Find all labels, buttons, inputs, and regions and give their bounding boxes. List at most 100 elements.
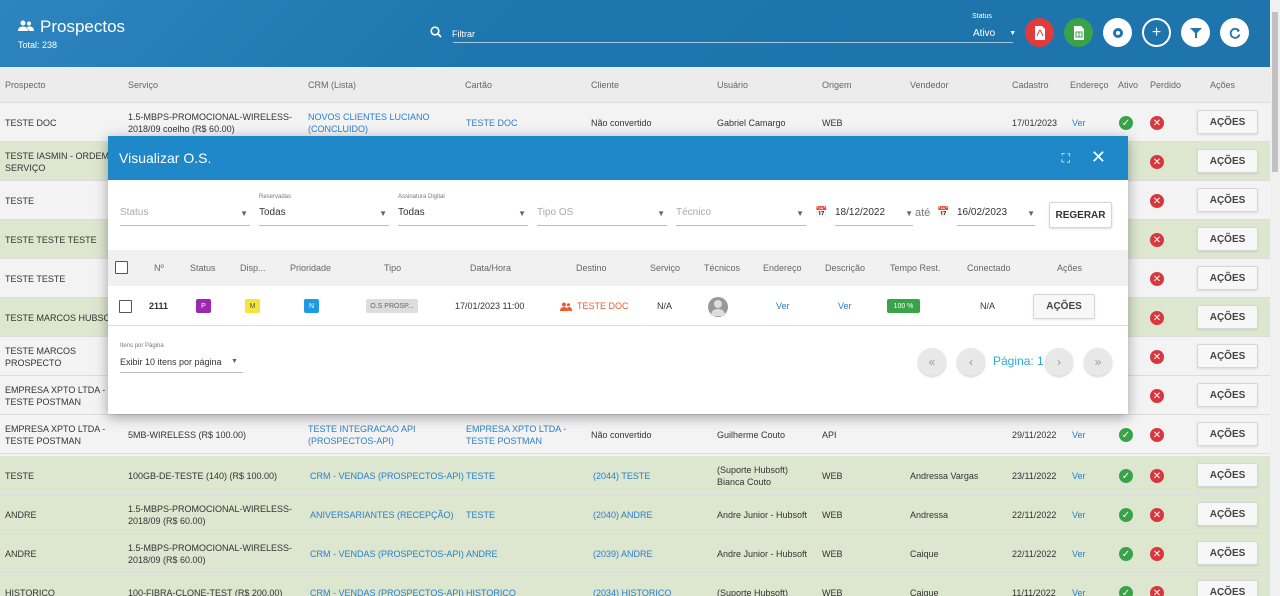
fullscreen-icon[interactable]: ⛶	[1061, 151, 1070, 165]
search-input[interactable]: Filtrar	[452, 28, 475, 39]
calendar-icon[interactable]: 📅	[815, 207, 828, 218]
cell-cliente[interactable]: (2040) ANDRE	[593, 509, 653, 520]
row-checkbox[interactable]	[119, 300, 132, 313]
lost-x-icon[interactable]: ✕	[1150, 272, 1164, 286]
acoes-button[interactable]: AÇÕES	[1197, 188, 1258, 212]
table-row[interactable]: HISTORICO 100-FIBRA-CLONE-TEST (R$ 200.0…	[0, 573, 1270, 596]
select-all-checkbox[interactable]	[115, 261, 128, 274]
col-conectado[interactable]: Conectado	[967, 263, 1011, 273]
table-row[interactable]: TESTE 100GB-DE-TESTE (140) (R$ 100.00) C…	[0, 456, 1270, 495]
scrollbar-thumb[interactable]	[1272, 12, 1278, 172]
col-ativo[interactable]: Ativo	[1118, 80, 1139, 90]
col-servico[interactable]: Serviço	[128, 80, 159, 90]
acoes-button[interactable]: AÇÕES	[1197, 463, 1258, 487]
cell-cartao[interactable]: ANDRE	[466, 548, 498, 559]
settings-button[interactable]	[1103, 18, 1132, 47]
cell-cartao[interactable]: TESTE	[466, 509, 496, 520]
cell-endereco-link[interactable]: Ver	[1072, 429, 1086, 440]
cell-cartao[interactable]: TESTE	[466, 470, 496, 481]
col-data-hora[interactable]: Data/Hora	[470, 263, 512, 273]
cell-crm[interactable]: ANIVERSARIANTES (RECEPÇÃO)	[310, 509, 454, 520]
first-page-button[interactable]: «	[918, 348, 946, 376]
lost-x-icon[interactable]: ✕	[1150, 469, 1164, 483]
calendar-icon[interactable]: 📅	[937, 207, 950, 218]
cell-endereco-link[interactable]: Ver	[1072, 470, 1086, 481]
cell-cliente[interactable]: (2044) TESTE	[593, 470, 651, 481]
col-servico[interactable]: Serviço	[650, 263, 681, 273]
cell-crm[interactable]: NOVOS CLIENTES LUCIANO (CONCLUIDO)	[308, 111, 430, 134]
cell-endereco-link[interactable]: Ver	[1072, 587, 1086, 596]
lost-x-icon[interactable]: ✕	[1150, 389, 1164, 403]
cell-endereco-link[interactable]: Ver	[1072, 509, 1086, 520]
acoes-button[interactable]: AÇÕES	[1197, 227, 1258, 251]
cell-cliente[interactable]: (2039) ANDRE	[593, 548, 653, 559]
excel-button[interactable]	[1064, 18, 1093, 47]
cell-crm[interactable]: CRM - VENDAS (PROSPECTOS-API)	[310, 587, 464, 596]
col-tipo[interactable]: Tipo	[384, 263, 402, 273]
col-cartao[interactable]: Cartão	[465, 80, 493, 90]
col-cliente[interactable]: Cliente	[591, 80, 620, 90]
status-select[interactable]: Ativo ▼	[973, 28, 1017, 39]
refresh-button[interactable]	[1220, 18, 1249, 47]
col-prospecto[interactable]: Prospecto	[5, 80, 46, 90]
lost-x-icon[interactable]: ✕	[1150, 233, 1164, 247]
lost-x-icon[interactable]: ✕	[1150, 428, 1164, 442]
lost-x-icon[interactable]: ✕	[1150, 547, 1164, 561]
cell-cartao[interactable]: EMPRESA XPTO LTDA - TESTE POSTMAN	[466, 423, 567, 446]
active-check-icon[interactable]: ✓	[1119, 116, 1133, 130]
regerar-button[interactable]: REGERAR	[1049, 202, 1112, 228]
acoes-button[interactable]: AÇÕES	[1197, 110, 1258, 134]
table-row[interactable]: EMPRESA XPTO LTDA - TESTE POSTMAN 5MB-WI…	[0, 415, 1270, 454]
col-usuario[interactable]: Usuário	[717, 80, 749, 90]
cell-crm[interactable]: TESTE INTEGRACAO API (PROSPECTOS-API)	[308, 423, 416, 446]
table-row[interactable]: TESTE DOC 1.5-MBPS-PROMOCIONAL-WIRELESS-…	[0, 103, 1270, 142]
col-descricao[interactable]: Descrição	[825, 263, 866, 273]
pdf-button[interactable]	[1025, 18, 1054, 47]
active-check-icon[interactable]: ✓	[1119, 428, 1133, 442]
acoes-button[interactable]: AÇÕES	[1197, 266, 1258, 290]
col-cadastro[interactable]: Cadastro	[1012, 80, 1049, 90]
col-numero[interactable]: Nº	[154, 263, 164, 273]
search-bar[interactable]: Filtrar	[430, 26, 475, 41]
acoes-button[interactable]: AÇÕES	[1197, 149, 1258, 173]
tecnico-filter[interactable]: Técnico ▼	[676, 194, 806, 228]
lost-x-icon[interactable]: ✕	[1150, 311, 1164, 325]
acoes-button[interactable]: AÇÕES	[1197, 305, 1258, 329]
acoes-button[interactable]: AÇÕES	[1197, 541, 1258, 565]
col-perdido[interactable]: Perdido	[1150, 80, 1182, 90]
active-check-icon[interactable]: ✓	[1119, 508, 1133, 522]
date-from-field[interactable]: 📅 18/12/2022 ▼	[815, 194, 913, 228]
acoes-button[interactable]: AÇÕES	[1197, 383, 1258, 407]
next-page-button[interactable]: ›	[1045, 348, 1073, 376]
col-tecnicos[interactable]: Técnicos	[704, 263, 741, 273]
lost-x-icon[interactable]: ✕	[1150, 586, 1164, 596]
page-size-select[interactable]: Exibir 10 itens por página	[120, 357, 222, 367]
os-destino[interactable]: TESTE DOC	[560, 301, 629, 311]
col-tempo-rest[interactable]: Tempo Rest.	[890, 263, 941, 273]
acoes-button[interactable]: AÇÕES	[1197, 502, 1258, 526]
cell-cartao[interactable]: HISTORICO	[466, 587, 516, 596]
col-vendedor[interactable]: Vendedor	[910, 80, 949, 90]
cell-crm[interactable]: CRM - VENDAS (PROSPECTOS-API)	[310, 470, 464, 481]
cell-endereco-link[interactable]: Ver	[1072, 117, 1086, 128]
page-scrollbar[interactable]	[1270, 0, 1280, 596]
col-destino[interactable]: Destino	[576, 263, 607, 273]
lost-x-icon[interactable]: ✕	[1150, 508, 1164, 522]
close-icon[interactable]: ✕	[1090, 147, 1106, 167]
col-origem[interactable]: Origem	[822, 80, 852, 90]
table-row[interactable]: ANDRE 1.5-MBPS-PROMOCIONAL-WIRELESS-2018…	[0, 534, 1270, 573]
lost-x-icon[interactable]: ✕	[1150, 116, 1164, 130]
active-check-icon[interactable]: ✓	[1119, 469, 1133, 483]
add-button[interactable]: +	[1142, 18, 1171, 47]
col-endereco[interactable]: Endereço	[763, 263, 802, 273]
os-endereco-link[interactable]: Ver	[776, 301, 790, 311]
prev-page-button[interactable]: ‹	[957, 348, 985, 376]
col-disp[interactable]: Disp...	[240, 263, 266, 273]
assinatura-filter[interactable]: Assinatura Digital Todas ▼	[398, 194, 528, 228]
tipo-os-filter[interactable]: Tipo OS ▼	[537, 194, 667, 228]
lost-x-icon[interactable]: ✕	[1150, 350, 1164, 364]
col-endereco[interactable]: Endereço	[1070, 80, 1109, 90]
active-check-icon[interactable]: ✓	[1119, 586, 1133, 596]
os-row[interactable]: 2111 P M N O.S PROSP... 17/01/2023 11:00…	[108, 288, 1128, 326]
acoes-button[interactable]: AÇÕES	[1197, 344, 1258, 368]
